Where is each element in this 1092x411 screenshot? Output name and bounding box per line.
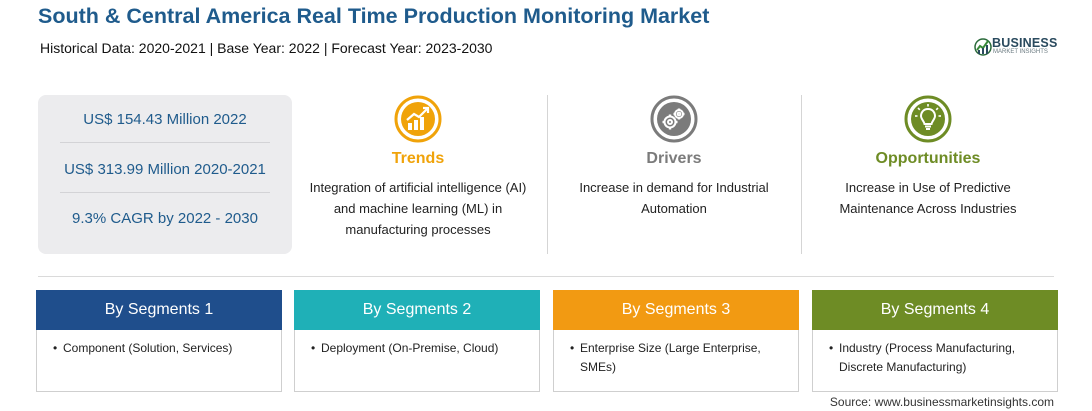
segment-1-text: Component (Solution, Services): [63, 341, 233, 355]
market-size-historical: US$ 313.99 Million 2020-2021: [64, 161, 266, 178]
opportunities-text: Increase in Use of Predictive Maintenanc…: [839, 180, 1017, 216]
trends-column: Trends Integration of artificial intelli…: [293, 95, 543, 240]
cagr-value: 9.3% CAGR by 2022 - 2030: [72, 210, 258, 227]
drivers-column: Drivers Increase in demand for Industria…: [549, 95, 799, 219]
trend-chart-icon: [394, 95, 442, 143]
bullet-marker: •: [53, 341, 58, 355]
page-subtitle: Historical Data: 2020-2021 | Base Year: …: [40, 40, 493, 56]
segment-3-text: Enterprise Size (Large Enterprise, SMEs): [580, 341, 761, 374]
market-size-2022: US$ 154.43 Million 2022: [83, 111, 247, 128]
trends-text: Integration of artificial intelligence (…: [309, 180, 527, 237]
stats-divider: [60, 142, 270, 143]
segment-4-text: Industry (Process Manufacturing, Discret…: [839, 341, 1016, 374]
market-stats-panel: US$ 154.43 Million 2022 US$ 313.99 Milli…: [38, 95, 292, 254]
segment-1-title: By Segments 1: [36, 290, 282, 330]
section-divider: [38, 276, 1054, 277]
logo-tagline-text: MARKET INSIGHTS: [993, 49, 1048, 55]
segment-2-text: Deployment (On-Premise, Cloud): [321, 341, 499, 355]
segment-card-3: By Segments 3 • Enterprise Size (Large E…: [553, 290, 799, 392]
page-title: South & Central America Real Time Produc…: [38, 4, 710, 28]
opportunities-heading: Opportunities: [875, 150, 981, 167]
gears-icon: [650, 95, 698, 143]
segment-card-1: By Segments 1 • Component (Solution, Ser…: [36, 290, 282, 392]
business-market-insights-logo: BUSINESS MARKET INSIGHTS: [974, 35, 1074, 61]
drivers-heading: Drivers: [646, 150, 702, 167]
segment-2-body: • Deployment (On-Premise, Cloud): [295, 330, 539, 358]
column-divider: [801, 95, 802, 254]
stats-divider: [60, 192, 270, 193]
bullet-marker: •: [570, 341, 575, 355]
trends-heading: Trends: [391, 150, 445, 167]
logo-brand-text: BUSINESS: [992, 36, 1058, 50]
segment-card-2: By Segments 2 • Deployment (On-Premise, …: [294, 290, 540, 392]
drivers-text: Increase in demand for Industrial Automa…: [579, 180, 769, 216]
segment-3-title: By Segments 3: [553, 290, 799, 330]
column-divider: [547, 95, 548, 254]
source-citation: Source: www.businessmarketinsights.com: [829, 395, 1054, 409]
segment-2-title: By Segments 2: [294, 290, 540, 330]
bullet-marker: •: [829, 341, 834, 355]
logo-globe-icon: [974, 38, 992, 56]
lightbulb-icon: [904, 95, 952, 143]
bullet-marker: •: [311, 341, 316, 355]
opportunities-column: Opportunities Increase in Use of Predict…: [803, 95, 1053, 219]
segment-1-body: • Component (Solution, Services): [37, 330, 281, 358]
segment-4-title: By Segments 4: [812, 290, 1058, 330]
segment-4-body: • Industry (Process Manufacturing, Discr…: [813, 330, 1057, 377]
segment-3-body: • Enterprise Size (Large Enterprise, SME…: [554, 330, 798, 377]
segment-card-4: By Segments 4 • Industry (Process Manufa…: [812, 290, 1058, 392]
